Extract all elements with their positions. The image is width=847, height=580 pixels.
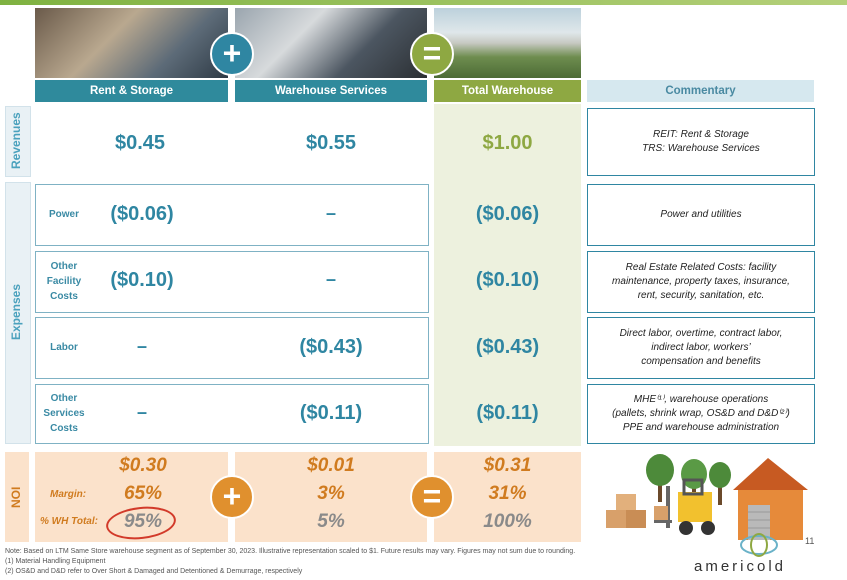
warehouse-building-icon xyxy=(733,458,808,540)
header-commentary: Commentary xyxy=(587,80,814,102)
expense-warehouse-value: ($0.11) xyxy=(299,402,363,424)
warehouse-services-photo xyxy=(235,8,427,78)
expenses-sidebar xyxy=(5,182,31,444)
footnote-2: (2) OS&D and D&D refer to Over Short & D… xyxy=(5,568,303,575)
footnote-1: (1) Material Handling Equipment xyxy=(5,558,106,565)
plus-icon: + xyxy=(210,32,254,76)
page-number: 11 xyxy=(805,536,815,546)
revenues-label: Revenues xyxy=(9,112,23,169)
americold-globe-icon xyxy=(740,533,778,557)
noi-wh-total-label: % WH Total: xyxy=(40,516,98,527)
noi-rent-wh-total: 95% xyxy=(123,511,163,532)
noi-total-margin: 31% xyxy=(488,483,527,504)
expense-label: Power xyxy=(48,209,79,220)
expense-label: Other Facility Costs xyxy=(38,259,90,304)
revenue-total-value: $1.00 xyxy=(482,132,533,154)
plus-icon: + xyxy=(210,475,254,519)
expense-rent-value: ($0.10) xyxy=(110,269,174,291)
expense-total-value: ($0.06) xyxy=(475,203,540,225)
expense-commentary: Direct labor, overtime, contract labor, … xyxy=(587,317,815,379)
expense-label-line: Costs xyxy=(50,291,78,302)
expense-label-line: Other xyxy=(50,261,78,272)
noi-margin-label: Margin: xyxy=(50,489,87,500)
warehouse-illustration xyxy=(606,454,808,540)
expense-warehouse-value: – xyxy=(325,269,336,289)
expense-commentary-line: PPE and warehouse administration xyxy=(622,422,780,433)
expense-row-box xyxy=(35,251,429,313)
expense-row-box xyxy=(35,317,429,379)
footnote-note: Note: Based on LTM Same Store warehouse … xyxy=(5,548,576,555)
expense-total-value: ($0.43) xyxy=(475,336,540,358)
header-total-warehouse: Total Warehouse xyxy=(434,80,581,102)
expense-rent-value: – xyxy=(136,402,147,422)
expense-total-value: ($0.10) xyxy=(475,269,540,291)
header-warehouse-services: Warehouse Services xyxy=(235,80,427,102)
top-accent-bar xyxy=(0,0,847,5)
noi-total-value: $0.31 xyxy=(483,455,532,476)
expense-label-line: Facility xyxy=(46,276,82,287)
expense-commentary: Power and utilities xyxy=(587,184,815,246)
expense-commentary-line: (pallets, shrink wrap, OS&D and D&D⁽²⁾) xyxy=(612,408,790,419)
noi-label: NOI xyxy=(9,486,23,508)
expense-label-line: Other xyxy=(50,393,78,404)
noi-sidebar xyxy=(5,452,29,542)
expense-commentary-line: indirect labor, workers’ xyxy=(651,342,751,353)
expense-commentary-line: MHE⁽¹⁾, warehouse operations xyxy=(633,394,769,405)
expense-commentary-line: Real Estate Related Costs: facility xyxy=(625,262,777,273)
revenue-warehouse-value: $0.55 xyxy=(305,132,357,154)
header-rent-storage: Rent & Storage xyxy=(35,80,228,102)
forklift-icon xyxy=(654,478,715,535)
revenues-sidebar xyxy=(5,106,31,177)
equals-icon: = xyxy=(410,475,454,519)
revenue-commentary-line1: REIT: Rent & Storage xyxy=(653,129,749,140)
expense-commentary-line: Power and utilities xyxy=(660,209,742,220)
americold-logo-text: americold xyxy=(694,558,787,575)
expense-total-value: ($0.11) xyxy=(476,402,539,424)
expense-label: Labor xyxy=(50,342,78,353)
rent-storage-photo xyxy=(35,8,228,78)
expense-row-box xyxy=(35,384,429,444)
noi-warehouse-panel xyxy=(235,452,427,542)
noi-rent-value: $0.30 xyxy=(119,455,167,476)
noi-warehouse-margin: 3% xyxy=(317,483,345,504)
expense-commentary: MHE⁽¹⁾, warehouse operations (pallets, s… xyxy=(587,384,815,444)
revenue-commentary-line2: TRS: Warehouse Services xyxy=(642,143,760,154)
noi-warehouse-value: $0.01 xyxy=(307,455,355,476)
expense-warehouse-value: – xyxy=(325,203,336,223)
total-warehouse-photo xyxy=(434,8,581,78)
noi-rent-margin: 65% xyxy=(123,483,163,504)
expense-commentary-line: compensation and benefits xyxy=(641,356,761,367)
expenses-label: Expenses xyxy=(9,283,23,341)
equals-icon: = xyxy=(410,32,454,76)
noi-total-panel xyxy=(434,452,581,542)
total-column-background xyxy=(434,104,581,446)
boxes-icon xyxy=(606,494,646,528)
noi-warehouse-wh-total: 5% xyxy=(317,511,345,532)
expense-rent-value: – xyxy=(136,336,147,356)
expense-commentary-line: rent, security, sanitation, etc. xyxy=(637,290,765,301)
noi-total-wh-total: 100% xyxy=(483,511,532,532)
expense-commentary: Real Estate Related Costs: facility main… xyxy=(587,251,815,313)
expense-commentary-line: Direct labor, overtime, contract labor, xyxy=(619,328,783,339)
revenue-rent-value: $0.45 xyxy=(114,132,166,154)
revenue-commentary: REIT: Rent & Storage TRS: Warehouse Serv… xyxy=(587,108,815,176)
expense-rent-value: ($0.06) xyxy=(110,203,174,225)
noi-rent-panel xyxy=(35,452,228,542)
expense-commentary-line: maintenance, property taxes, insurance, xyxy=(612,276,790,287)
expense-label-line: Services xyxy=(43,408,85,419)
expense-label: Other Services Costs xyxy=(38,391,90,436)
expense-label-line: Costs xyxy=(50,423,78,434)
expense-warehouse-value: ($0.43) xyxy=(299,336,363,358)
expense-row-box xyxy=(35,184,429,246)
